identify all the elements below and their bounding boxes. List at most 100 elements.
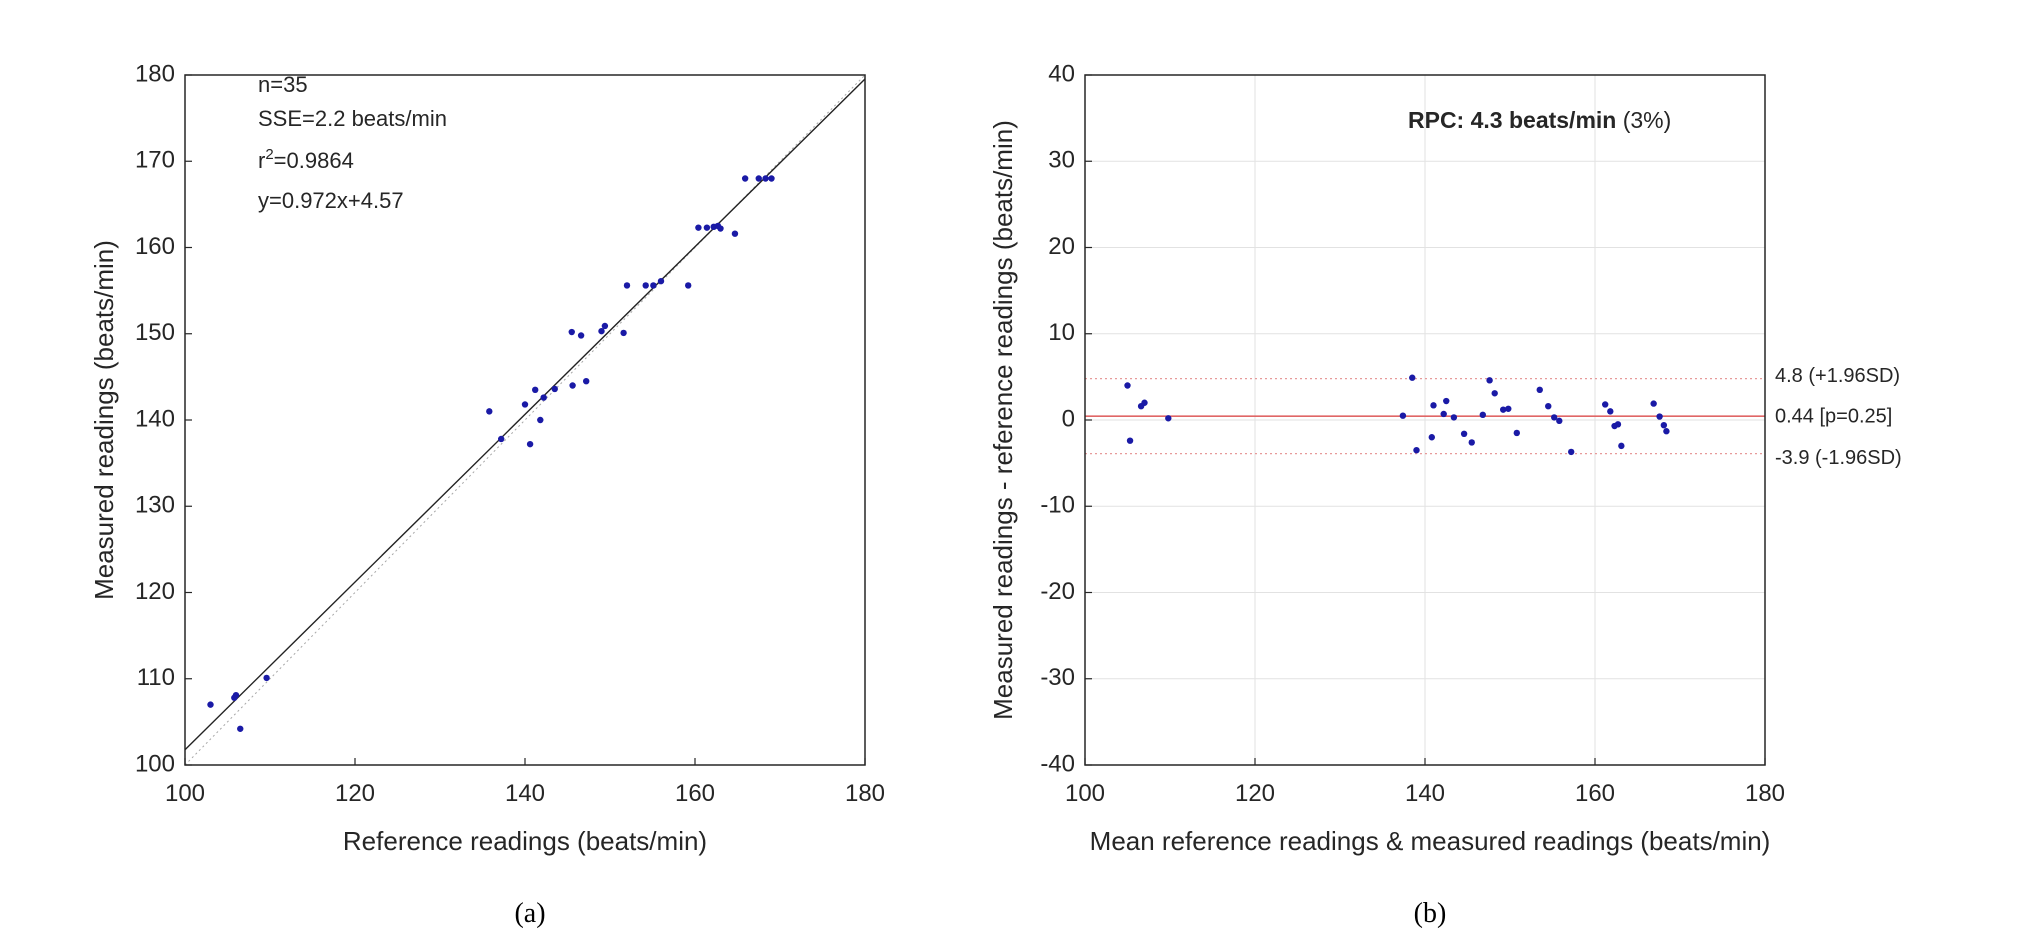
b-data-point — [1486, 377, 1493, 384]
b-data-point — [1165, 415, 1172, 422]
b-data-point — [1536, 386, 1543, 394]
b-x-tick-label: 140 — [1405, 780, 1445, 807]
b-caption: (b) — [1414, 898, 1447, 929]
a-x-tick-label: 120 — [335, 780, 375, 807]
b-grid — [1084, 74, 1766, 766]
b-x-tick-label: 120 — [1235, 780, 1275, 807]
b-data-point — [1505, 405, 1512, 412]
a-data-point — [598, 327, 605, 335]
b-data-point — [1468, 439, 1475, 446]
a-y-tick-label: 100 — [135, 750, 175, 777]
a-identity-line — [184, 74, 866, 766]
a-data-point — [755, 175, 762, 182]
b-y-tick-label: -10 — [1040, 492, 1075, 519]
a-stat-equation: y=0.972x+4.57 — [258, 188, 404, 213]
b-x-tick-label: 160 — [1575, 780, 1615, 807]
b-data-point — [1663, 428, 1670, 435]
b-data-point — [1556, 417, 1563, 425]
a-data-point — [521, 401, 529, 408]
a-data-point — [695, 224, 702, 231]
a-y-tick-label: 140 — [135, 405, 175, 432]
a-y-tick-label: 110 — [137, 664, 175, 691]
a-fit-layer — [184, 74, 866, 766]
a-stat-r2-value: =0.9864 — [274, 148, 354, 173]
b-data-point — [1479, 411, 1487, 419]
a-data-point — [620, 329, 627, 337]
b-points — [1124, 374, 1670, 456]
b-data-point — [1568, 448, 1575, 456]
a-data-point — [237, 725, 244, 732]
a-y-tick-label: 170 — [135, 147, 175, 174]
a-x-axis-label: Reference readings (beats/min) — [343, 826, 707, 856]
b-x-tick-label: 180 — [1745, 780, 1785, 807]
b-x-tick-label: 100 — [1065, 780, 1105, 807]
a-data-point — [703, 224, 711, 231]
a-y-tick-label: 130 — [135, 492, 175, 519]
b-data-point — [1428, 434, 1436, 441]
a-data-point — [710, 223, 717, 230]
b-data-point — [1614, 421, 1622, 428]
b-y-tick-label: 0 — [1062, 405, 1075, 432]
b-y-tick-label: -20 — [1040, 578, 1075, 605]
panel-b-bland-altman: 100 120 140 160 180 -40 -30 -20 -10 0 10 20 30 40 RPC… — [988, 60, 1902, 929]
b-data-point — [1409, 374, 1416, 381]
b-data-point — [1545, 403, 1552, 410]
b-x-axis-label: Mean reference readings & measured readi… — [1090, 826, 1771, 856]
a-x-tick-label: 160 — [675, 780, 715, 807]
a-data-point — [569, 382, 576, 389]
b-data-point — [1602, 401, 1609, 408]
a-fit-line — [184, 78, 866, 751]
a-data-point — [551, 385, 558, 393]
a-data-point — [526, 440, 534, 448]
b-y-tick-label: -40 — [1040, 750, 1075, 777]
a-data-point — [741, 175, 749, 182]
a-data-point — [486, 408, 493, 415]
a-data-point — [577, 332, 585, 339]
a-data-point — [498, 435, 505, 443]
a-data-point — [768, 175, 775, 182]
a-data-point — [762, 175, 769, 182]
a-data-point — [717, 225, 724, 232]
b-data-point — [1440, 410, 1447, 418]
a-data-point — [642, 282, 649, 289]
b-data-point — [1551, 414, 1558, 421]
a-data-point — [537, 416, 544, 424]
b-y-tick-label: 10 — [1048, 319, 1075, 346]
b-y-tick-label: -30 — [1040, 664, 1075, 691]
b-rpc-percent: (3%) — [1623, 107, 1672, 133]
a-data-point — [601, 322, 609, 330]
a-data-point — [583, 377, 590, 385]
b-ticks: 100 120 140 160 180 -40 -30 -20 -10 0 10 20 30 40 — [1040, 60, 1785, 807]
a-x-tick-label: 100 — [165, 780, 205, 807]
a-points — [207, 175, 775, 732]
a-y-tick-label: 180 — [135, 60, 175, 87]
b-rpc-annotation: RPC: 4.3 beats/min (3%) — [1408, 107, 1671, 133]
a-data-point — [263, 674, 270, 682]
a-data-point — [568, 328, 575, 336]
b-data-point — [1124, 382, 1131, 389]
a-y-tick-label: 120 — [135, 578, 175, 605]
a-y-tick-label: 160 — [135, 233, 175, 260]
a-data-point — [657, 277, 665, 285]
a-ticks: 100 120 140 160 180 100 110 120 130 140 150 160 170 1… — [135, 60, 885, 807]
b-data-point — [1430, 402, 1437, 409]
b-data-point — [1126, 437, 1134, 444]
b-y-tick-label: 20 — [1048, 233, 1075, 260]
a-x-tick-label: 140 — [505, 780, 545, 807]
a-y-tick-label: 150 — [135, 319, 175, 346]
b-mean-label: 0.44 [p=0.25] — [1775, 405, 1892, 427]
b-data-point — [1460, 430, 1468, 437]
a-caption: (a) — [514, 898, 545, 929]
a-data-point — [623, 282, 631, 289]
a-data-point — [207, 701, 214, 708]
a-data-point — [540, 394, 547, 401]
b-data-point — [1513, 429, 1521, 437]
b-data-point — [1660, 421, 1668, 429]
b-data-point — [1500, 406, 1507, 413]
b-data-point — [1607, 408, 1614, 415]
b-data-point — [1413, 446, 1420, 454]
a-data-point — [532, 386, 539, 394]
b-data-point — [1491, 390, 1498, 397]
b-y-tick-label: 40 — [1048, 60, 1075, 87]
